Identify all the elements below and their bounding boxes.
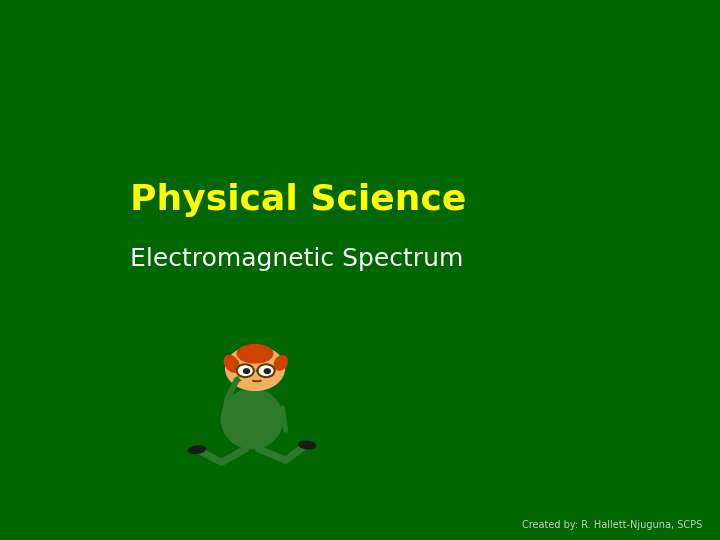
Circle shape — [264, 369, 270, 374]
Text: Created by: R. Hallett-Njuguna, SCPS: Created by: R. Hallett-Njuguna, SCPS — [522, 520, 702, 530]
Ellipse shape — [274, 356, 287, 370]
Circle shape — [239, 369, 255, 381]
Ellipse shape — [189, 446, 205, 454]
Ellipse shape — [225, 355, 239, 372]
Ellipse shape — [222, 389, 282, 449]
Text: Electromagnetic Spectrum: Electromagnetic Spectrum — [130, 247, 463, 271]
Ellipse shape — [299, 441, 315, 449]
Text: Physical Science: Physical Science — [130, 183, 466, 217]
Circle shape — [258, 364, 274, 377]
Circle shape — [237, 364, 254, 377]
Ellipse shape — [238, 345, 273, 363]
Circle shape — [243, 369, 250, 374]
Circle shape — [225, 346, 284, 390]
